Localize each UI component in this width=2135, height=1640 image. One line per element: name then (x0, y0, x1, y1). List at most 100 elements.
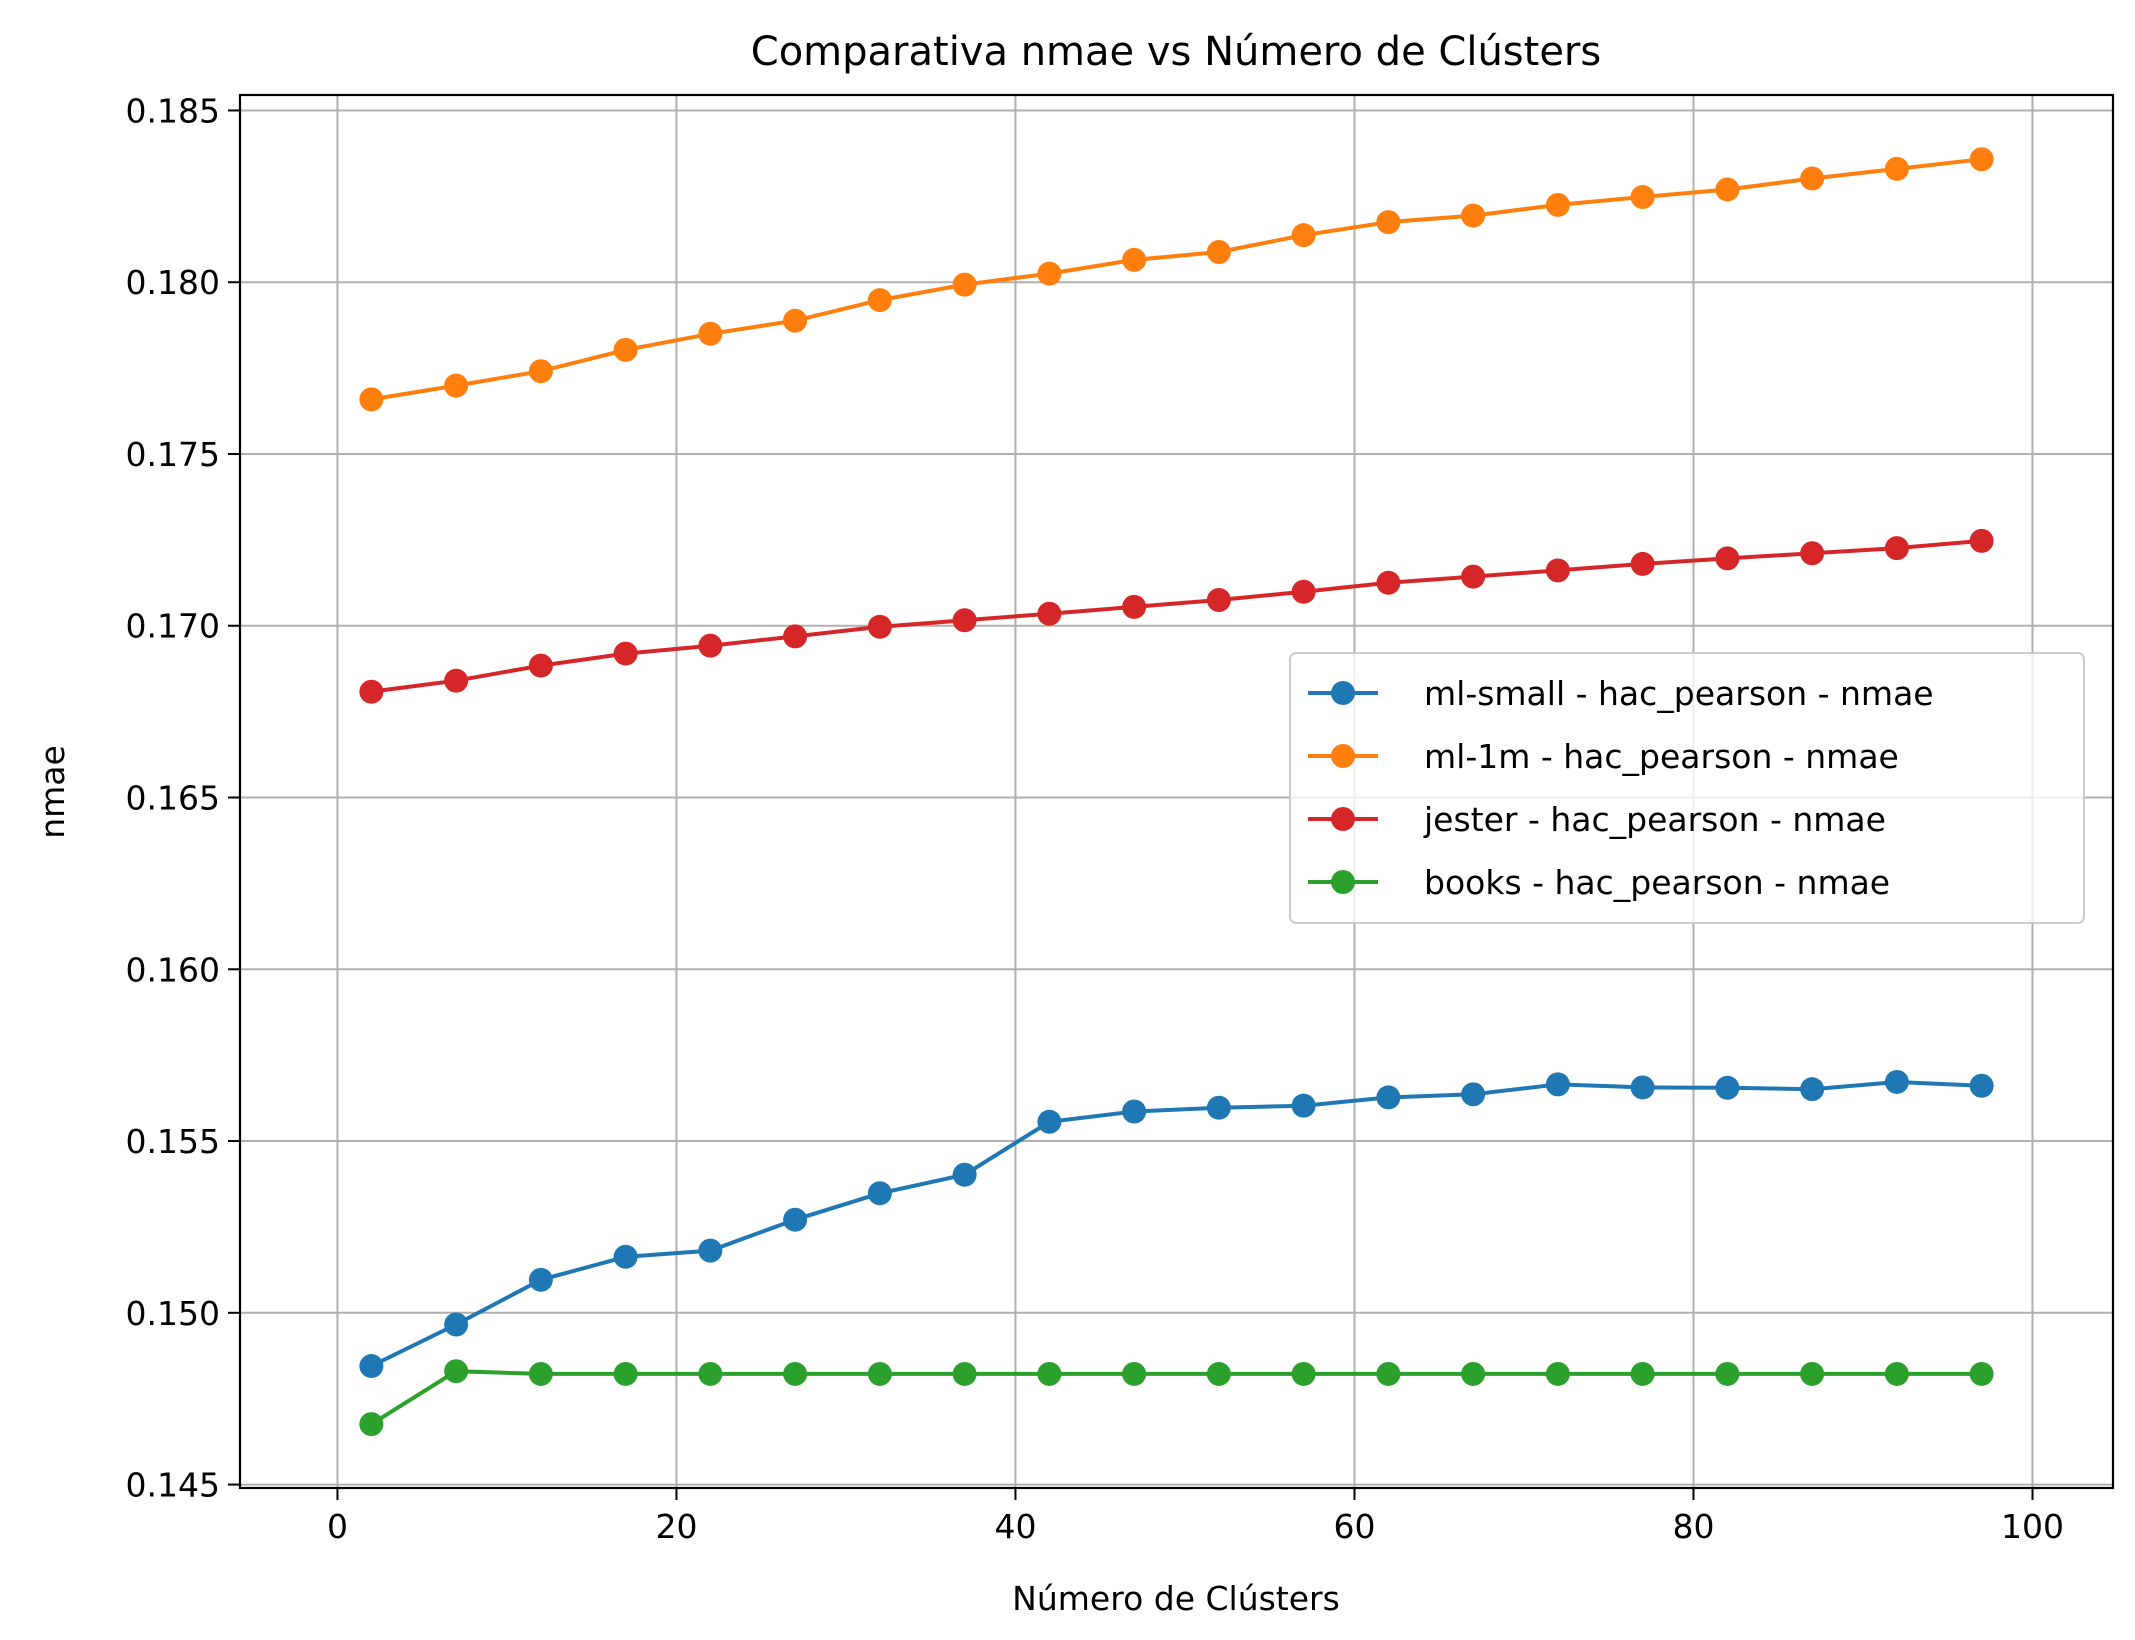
data-point (1884, 1069, 1909, 1094)
data-point (1376, 210, 1401, 235)
data-point (1884, 156, 1909, 181)
data-point (1461, 1082, 1486, 1107)
data-point (1122, 1099, 1147, 1124)
data-point (1037, 601, 1062, 626)
legend-marker (1331, 681, 1355, 705)
legend-entry: books - hac_pearson - nmae (1308, 863, 1890, 902)
data-point (952, 1361, 977, 1386)
data-point (1376, 570, 1401, 595)
data-point (359, 1354, 384, 1379)
data-point (1545, 1072, 1570, 1097)
x-tick-label: 60 (1333, 1507, 1375, 1546)
legend: ml-small - hac_pearson - nmae ml-1m - hac… (1289, 652, 2085, 924)
data-point (1037, 1361, 1062, 1386)
data-point (1630, 1075, 1655, 1100)
y-tick-label: 0.150 (126, 1294, 220, 1333)
data-point (1291, 1093, 1316, 1118)
y-tick-label: 0.145 (126, 1466, 220, 1505)
data-point (613, 1244, 638, 1269)
data-point (1545, 558, 1570, 583)
data-point (783, 1361, 808, 1386)
data-point (1291, 579, 1316, 604)
data-point (952, 272, 977, 297)
y-tick-label: 0.185 (126, 91, 220, 130)
series-line (371, 157, 1982, 402)
series-0 (359, 1069, 1994, 1379)
y-tick-label: 0.175 (126, 435, 220, 474)
data-point (783, 1207, 808, 1232)
data-point (952, 1162, 977, 1187)
data-point (444, 373, 469, 398)
data-point (528, 653, 553, 678)
legend-marker (1331, 807, 1355, 831)
legend-label: ml-small - hac_pearson - nmae (1424, 674, 1934, 713)
data-point (1376, 1361, 1401, 1386)
legend-entry: ml-1m - hac_pearson - nmae (1308, 737, 1899, 776)
y-tick-label: 0.170 (126, 607, 220, 646)
legend-label: jester - hac_pearson - nmae (1423, 800, 1886, 839)
legend-marker (1331, 744, 1355, 768)
data-point (528, 359, 553, 384)
x-tick-label: 0 (327, 1507, 348, 1546)
data-point (1037, 1109, 1062, 1134)
data-point (1969, 1073, 1994, 1098)
data-point (1800, 1077, 1825, 1102)
data-point (1122, 1361, 1147, 1386)
chart-title: Comparativa nmae vs Número de Clústers (751, 29, 1601, 75)
series-line (371, 538, 1982, 694)
data-point (1800, 166, 1825, 191)
legend-marker (1331, 870, 1355, 894)
data-point (444, 1359, 469, 1384)
x-tick-label: 80 (1672, 1507, 1714, 1546)
legend-label: ml-1m - hac_pearson - nmae (1424, 737, 1899, 776)
data-point (1969, 147, 1994, 172)
data-point (1122, 247, 1147, 272)
data-point (698, 321, 723, 346)
data-point (1800, 1361, 1825, 1386)
data-point (783, 308, 808, 333)
y-tick-label: 0.160 (126, 950, 220, 989)
data-point (444, 1312, 469, 1337)
data-point (359, 1412, 384, 1437)
x-tick-label: 20 (655, 1507, 697, 1546)
data-point (1630, 1361, 1655, 1386)
data-point (1715, 546, 1740, 571)
data-point (1630, 185, 1655, 210)
data-point (1206, 1095, 1231, 1120)
data-point (1461, 564, 1486, 589)
legend-entry: ml-small - hac_pearson - nmae (1308, 674, 1934, 713)
data-point (1291, 1361, 1316, 1386)
axis-ticks: 0 20 40 60 80 100 0.145 0.150 0.155 0.160 0.165 0.1… (126, 91, 2064, 1546)
legend-label: books - hac_pearson - nmae (1424, 863, 1890, 902)
data-point (613, 1361, 638, 1386)
data-point (528, 1267, 553, 1292)
data-point (1630, 551, 1655, 576)
data-point (1037, 261, 1062, 286)
series-1 (359, 147, 1994, 412)
data-point (867, 614, 892, 639)
data-point (1206, 587, 1231, 612)
data-point (1715, 1361, 1740, 1386)
data-point (698, 1238, 723, 1263)
data-point (952, 608, 977, 633)
data-point (1884, 536, 1909, 561)
series-2 (359, 528, 1994, 704)
y-tick-label: 0.155 (126, 1122, 220, 1161)
data-point (867, 1181, 892, 1206)
y-tick-label: 0.165 (126, 779, 220, 818)
data-point (1376, 1085, 1401, 1110)
plot-series (359, 147, 1994, 1437)
legend-box (1289, 652, 2085, 924)
data-point (613, 641, 638, 666)
data-point (613, 337, 638, 362)
series-3 (359, 1359, 1994, 1437)
data-point (783, 624, 808, 649)
x-tick-label: 40 (994, 1507, 1036, 1546)
data-point (1969, 1361, 1994, 1386)
series-line (370, 1079, 1982, 1368)
data-point (1545, 192, 1570, 217)
x-axis-label: Número de Clústers (1012, 1579, 1340, 1618)
data-point (867, 1361, 892, 1386)
y-axis-label: nmae (33, 745, 72, 839)
